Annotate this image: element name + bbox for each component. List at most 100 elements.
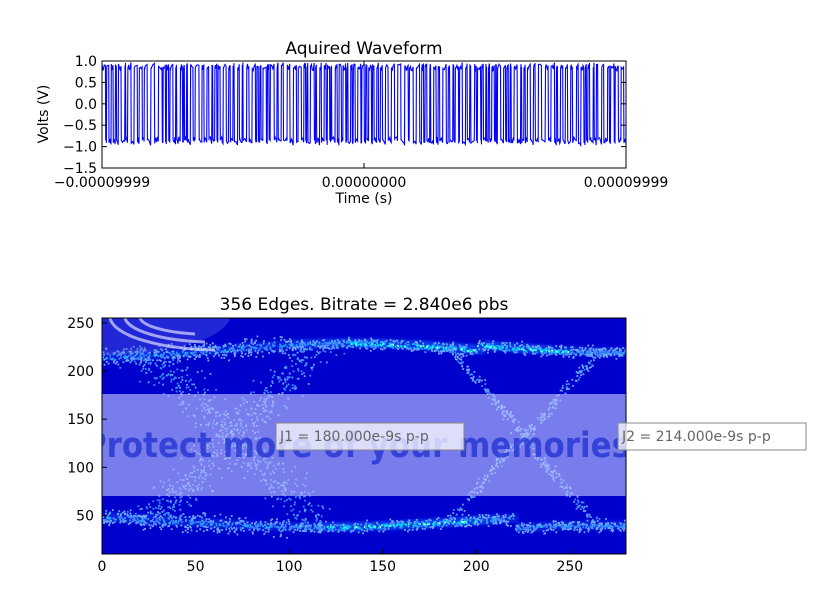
heatmap-cell [175, 499, 178, 502]
heatmap-cell [153, 354, 156, 357]
heatmap-cell [284, 379, 287, 382]
heatmap-cell [565, 352, 568, 355]
heatmap-cell [147, 356, 150, 359]
heatmap-cell [371, 526, 374, 529]
heatmap-cell [242, 347, 244, 349]
heatmap-cell [296, 351, 299, 354]
heatmap-cell [590, 353, 592, 355]
heatmap-cell [304, 364, 307, 367]
heatmap-cell [174, 496, 176, 499]
heatmap-cell [300, 361, 303, 364]
heatmap-cell [197, 521, 200, 524]
heatmap-cell [449, 345, 451, 348]
heatmap-cell [547, 528, 550, 531]
heatmap-cell [602, 525, 605, 528]
heatmap-cell [235, 523, 238, 526]
heatmap-cell [299, 344, 302, 347]
heatmap-cell [145, 361, 147, 364]
heatmap-cell [331, 527, 334, 530]
heatmap-cell [502, 350, 505, 352]
heatmap-cell [331, 342, 333, 345]
heatmap-cell [189, 523, 192, 525]
heatmap-cell [452, 343, 455, 346]
heatmap-cell [400, 520, 403, 523]
heatmap-cell [462, 368, 465, 370]
heatmap-cell [264, 346, 267, 349]
heatmap-cell [461, 520, 463, 523]
heatmap-cell [222, 524, 225, 527]
heatmap-cell [289, 526, 291, 528]
heatmap-glow-cell [618, 520, 626, 531]
heatmap-cell [190, 523, 193, 525]
heatmap-cell [576, 499, 579, 502]
heatmap-cell [296, 515, 299, 517]
heatmap-cell [237, 345, 240, 348]
heatmap-cell [488, 516, 490, 519]
heatmap-cell [404, 529, 406, 531]
heatmap-cell [391, 345, 394, 348]
heatmap-cell [422, 345, 425, 347]
heatmap-cell [266, 389, 268, 392]
heatmap-cell [204, 514, 207, 517]
heatmap-cell [293, 386, 295, 389]
heatmap-cell [341, 524, 344, 526]
heatmap-cell [167, 506, 170, 509]
heatmap-cell [273, 370, 276, 373]
heatmap-cell [417, 348, 420, 351]
heatmap-cell [251, 346, 253, 348]
heatmap-cell [300, 350, 303, 353]
heatmap-cell [471, 352, 474, 355]
heatmap-cell [189, 525, 191, 528]
heatmap-cell [216, 531, 219, 534]
heatmap-cell [136, 352, 139, 355]
heatmap-cell [569, 524, 572, 526]
heatmap-cell [344, 528, 347, 530]
heatmap-cell [481, 379, 483, 382]
heatmap-cell [505, 523, 508, 526]
heatmap-cell [525, 528, 528, 531]
heatmap-cell [181, 521, 184, 523]
heatmap-cell [356, 344, 359, 346]
heatmap-cell [275, 521, 277, 524]
heatmap-cell [374, 341, 377, 343]
heatmap-glow-cell [562, 345, 575, 356]
heatmap-cell [271, 382, 274, 385]
heatmap-cell [313, 530, 316, 533]
heatmap-cell [567, 351, 569, 353]
heatmap-cell [290, 526, 293, 528]
heatmap-cell [365, 522, 368, 525]
heatmap-cell [292, 531, 295, 534]
heatmap-cell [117, 516, 120, 518]
heatmap-cell [167, 512, 170, 514]
heatmap-cell [360, 340, 363, 343]
heatmap-cell [234, 349, 237, 352]
heatmap-cell [455, 347, 458, 350]
heatmap-cell [280, 533, 282, 536]
heatmap-cell [512, 517, 515, 520]
heatmap-cell [318, 341, 321, 344]
heatmap-cell [340, 526, 343, 529]
heatmap-cell [137, 515, 140, 517]
heatmap-cell [267, 530, 270, 533]
heatmap-cell [188, 516, 191, 518]
heatmap-cell [504, 350, 507, 352]
heatmap-cell [288, 376, 291, 378]
heatmap-cell [345, 340, 348, 343]
heatmap-cell [599, 528, 602, 530]
heatmap-cell [520, 524, 523, 527]
heatmap-cell [279, 343, 281, 346]
heatmap-cell [485, 517, 488, 519]
heatmap-cell [372, 524, 375, 527]
heatmap-cell [495, 522, 498, 525]
heatmap-cell [290, 509, 293, 512]
heatmap-cell [532, 349, 535, 352]
heatmap-cell [544, 523, 547, 526]
heatmap-cell [169, 373, 172, 376]
heatmap-cell [513, 344, 516, 346]
heatmap-cell [163, 357, 166, 360]
heatmap-cell [176, 361, 179, 364]
heatmap-cell [311, 343, 314, 346]
heatmap-cell [343, 525, 346, 528]
heatmap-cell [482, 348, 485, 350]
heatmap-cell [190, 378, 192, 381]
